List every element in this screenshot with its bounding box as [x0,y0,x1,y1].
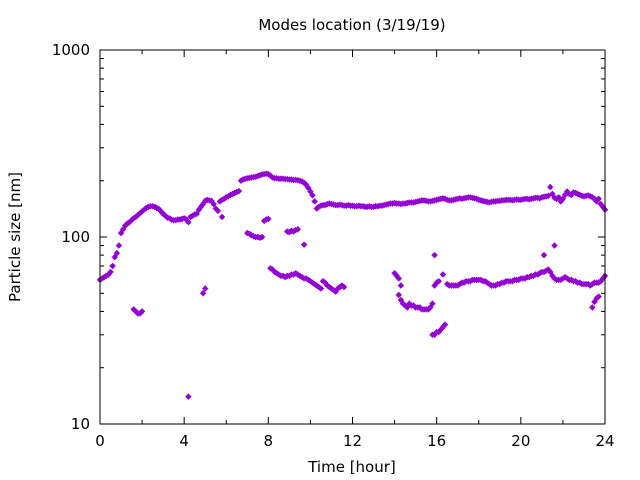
data-point [397,297,404,304]
data-point [113,250,120,257]
data-point [427,304,434,311]
plot-frame [99,49,606,425]
x-tick-label: 24 [595,432,614,450]
data-point [210,201,217,208]
data-point [214,207,221,214]
chart-title: Modes location (3/19/19) [258,16,445,34]
data-point [395,291,402,298]
data-point [559,195,566,202]
data-point [185,393,192,400]
data-point [429,300,436,307]
y-tick-label: 1000 [52,41,90,59]
data-point [311,198,318,205]
data-point [591,298,598,305]
data-point [109,262,116,269]
data-point [404,304,411,311]
y-tick-label: 10 [71,415,90,433]
data-point [442,321,449,328]
data-point [341,284,348,291]
x-tick-label: 16 [427,432,446,450]
data-point [545,192,552,199]
data-point [595,293,602,300]
x-tick-label: 8 [264,432,274,450]
data-point [120,226,127,233]
x-tick-label: 4 [179,432,189,450]
y-axis-label: Particle size [nm] [6,172,24,302]
data-point [305,184,312,191]
data-point [301,241,308,248]
data-point [540,252,547,259]
data-point [395,275,402,282]
data-point [219,213,226,220]
data-point [435,278,442,285]
data-point [549,190,556,197]
data-point [111,254,118,261]
data-point [551,242,558,249]
data-point [185,219,192,226]
data-point [589,304,596,311]
axis-ticks: 0 4 8 12 16 20 24 10 100 1000 [52,41,615,450]
data-point [547,268,554,275]
data-point [397,282,404,289]
data-point [200,290,207,297]
x-tick-label: 12 [343,432,362,450]
data-point [439,271,446,278]
x-tick-label: 20 [511,432,530,450]
x-tick-label: 0 [95,432,105,450]
data-point [595,195,602,202]
data-point [115,242,122,249]
data-points [97,170,608,400]
x-axis-label: Time [hour] [307,458,396,476]
data-point [107,268,114,275]
data-point [555,194,562,201]
data-point [139,308,146,315]
data-point [307,188,314,195]
data-point [317,285,324,292]
y-tick-label: 100 [61,228,90,246]
data-point [202,285,209,292]
data-point [259,234,266,240]
data-point [193,210,200,217]
data-point [265,215,272,222]
data-point [431,252,438,259]
data-point [309,192,316,199]
data-point [547,184,554,191]
data-point [294,226,301,233]
data-point [118,230,125,237]
data-point [235,188,242,195]
